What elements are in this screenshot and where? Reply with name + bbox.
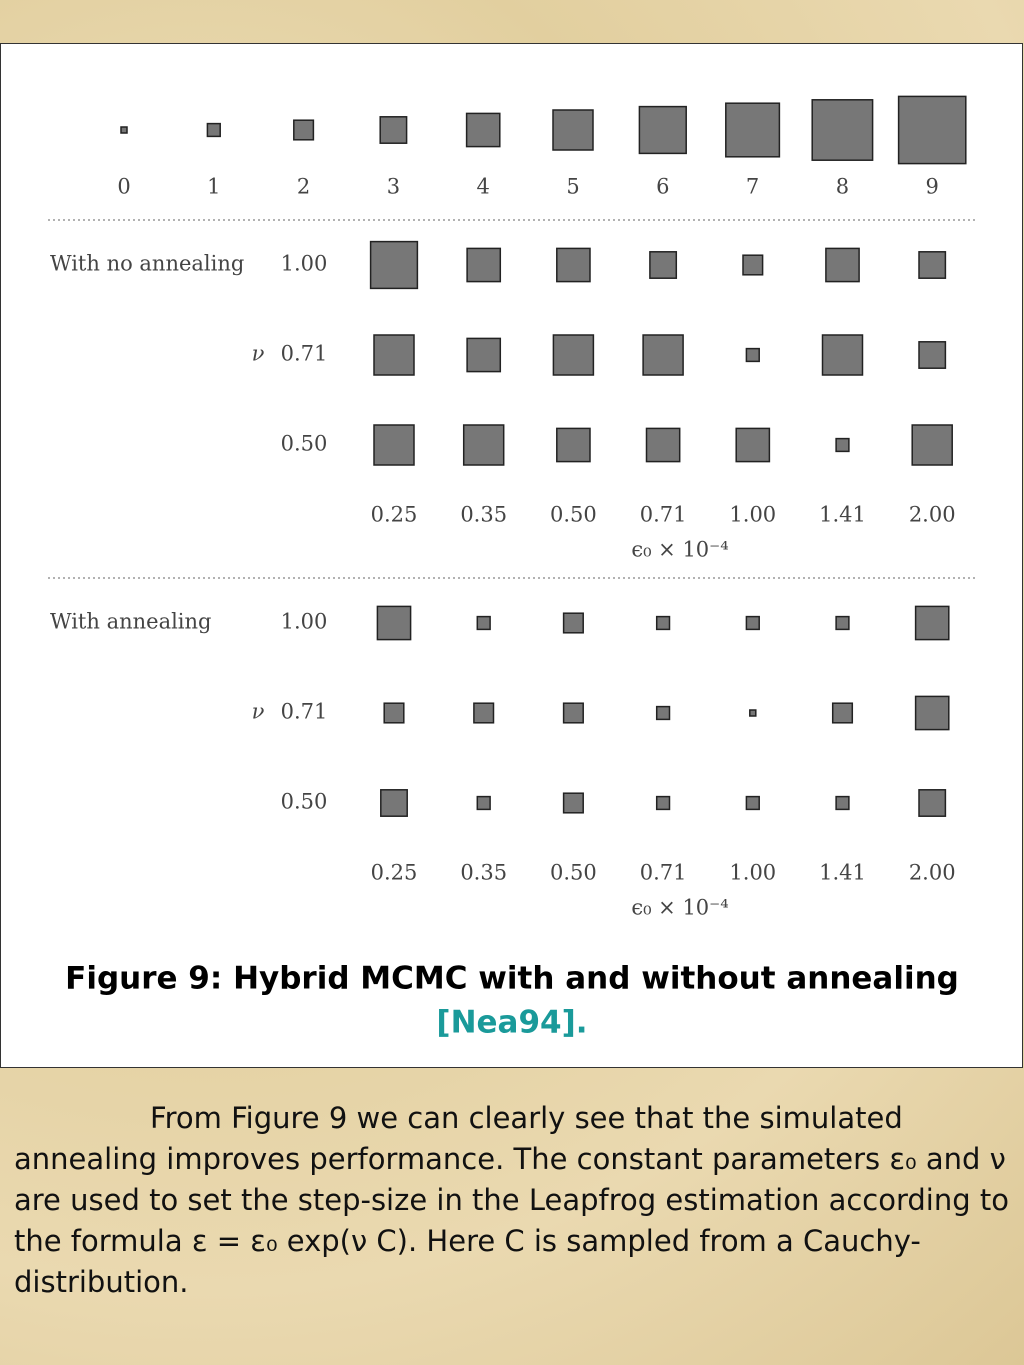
weight-square xyxy=(466,247,502,283)
weight-square xyxy=(473,702,495,724)
legend-label: 5 xyxy=(566,175,579,199)
nu-label: 1.00 xyxy=(281,610,328,634)
weight-square xyxy=(835,615,850,631)
eps-label: 0.71 xyxy=(640,861,687,885)
eps-label: 0.25 xyxy=(371,503,418,527)
eps-label: 0.35 xyxy=(460,503,507,527)
panel-label: With annealing xyxy=(50,610,212,634)
weight-square xyxy=(562,612,584,634)
eps-label: 2.00 xyxy=(909,861,956,885)
eps-label: 1.00 xyxy=(729,861,776,885)
weight-square xyxy=(825,247,860,283)
eps-label: 0.71 xyxy=(640,503,687,527)
weight-square xyxy=(120,126,128,134)
weight-square xyxy=(655,615,671,631)
weight-square xyxy=(462,424,505,466)
eps-label: 0.25 xyxy=(371,861,418,885)
legend-label: 0 xyxy=(117,175,130,199)
weight-square xyxy=(835,437,850,453)
weight-square xyxy=(465,112,501,148)
weight-square xyxy=(642,334,684,376)
weight-square xyxy=(745,347,760,363)
eps-label: 2.00 xyxy=(909,503,956,527)
weight-square xyxy=(914,695,950,731)
nu-symbol: ν xyxy=(252,700,265,724)
weight-square xyxy=(745,615,760,631)
eps-label: 0.35 xyxy=(460,861,507,885)
eps-label: 1.41 xyxy=(819,503,866,527)
weight-square xyxy=(380,789,408,817)
weight-square xyxy=(918,789,947,817)
weight-square xyxy=(476,795,491,811)
weight-square xyxy=(649,251,678,279)
weight-square xyxy=(645,427,681,463)
weight-square xyxy=(745,795,760,811)
eps-label: 0.50 xyxy=(550,861,597,885)
caption: Figure 9: Hybrid MCMC with and without a… xyxy=(65,961,959,997)
legend-label: 7 xyxy=(746,175,759,199)
weight-square xyxy=(206,122,221,138)
weight-square xyxy=(552,334,595,376)
eps-label: 1.00 xyxy=(729,503,776,527)
weight-square xyxy=(742,254,764,276)
nu-label: 1.00 xyxy=(281,252,328,276)
weight-square xyxy=(476,615,491,631)
weight-square xyxy=(918,251,947,279)
weight-square xyxy=(911,424,953,466)
weight-square xyxy=(373,334,415,376)
weight-square xyxy=(383,702,405,724)
legend-label: 8 xyxy=(836,175,849,199)
legend-label: 2 xyxy=(297,175,310,199)
weight-square xyxy=(725,102,781,158)
legend-label: 6 xyxy=(656,175,669,199)
weight-square xyxy=(655,795,671,811)
nu-label: 0.50 xyxy=(281,432,328,456)
weight-square xyxy=(562,792,584,814)
weight-square xyxy=(749,709,757,717)
legend-label: 9 xyxy=(926,175,939,199)
nu-label: 0.71 xyxy=(281,342,328,366)
eps-label: 1.41 xyxy=(819,861,866,885)
nu-label: 0.71 xyxy=(281,700,328,724)
weight-square xyxy=(831,702,854,724)
weight-square xyxy=(373,424,415,466)
weight-square xyxy=(369,240,419,290)
legend-label: 1 xyxy=(207,175,220,199)
citation[interactable]: [Nea94]. xyxy=(436,1005,587,1041)
body-text: From Figure 9 we can clearly see that th… xyxy=(14,1101,1009,1299)
weight-square xyxy=(835,795,850,811)
weight-square xyxy=(811,99,874,161)
weight-square xyxy=(556,427,591,463)
weight-square xyxy=(293,119,315,141)
axis-label: ϵ₀ × 10⁻⁴ xyxy=(631,538,728,562)
nu-symbol: ν xyxy=(252,342,265,366)
panel-label: With no annealing xyxy=(50,252,244,276)
eps-label: 0.50 xyxy=(550,503,597,527)
weight-square xyxy=(735,427,771,463)
legend-label: 3 xyxy=(387,175,400,199)
figure-frame xyxy=(0,43,1023,1068)
weight-square xyxy=(638,105,687,155)
weight-square xyxy=(897,95,967,165)
weight-square xyxy=(914,605,950,641)
weight-square xyxy=(655,705,671,721)
nu-label: 0.50 xyxy=(281,790,328,814)
legend-label: 4 xyxy=(477,175,490,199)
weight-square xyxy=(918,341,947,369)
weight-square xyxy=(376,605,412,641)
weight-square xyxy=(821,334,864,376)
figure: Figure 9: Hybrid MCMC with and without a… xyxy=(0,43,1023,1068)
axis-label: ϵ₀ × 10⁻⁴ xyxy=(631,896,728,920)
weight-square xyxy=(466,337,502,373)
weight-square xyxy=(562,702,584,724)
weight-square xyxy=(556,247,591,283)
weight-square xyxy=(552,109,594,151)
weight-square xyxy=(379,116,408,144)
